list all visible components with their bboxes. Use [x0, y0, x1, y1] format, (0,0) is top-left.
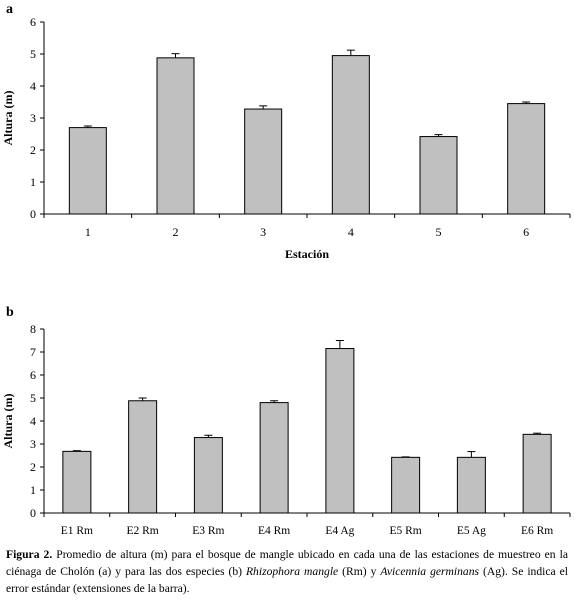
y-tick-label: 1: [30, 483, 36, 497]
y-tick-label: 5: [30, 391, 36, 405]
bar-e3-rm: [194, 438, 222, 513]
y-tick-label: 4: [30, 414, 36, 428]
y-axis-title: Altura (m): [1, 394, 15, 449]
figure-charts: a 0 1 2 3 4 5 6 Altura (m) 1 2 3 4 5 6 Estación b 0 1 2 3 4 5 6…: [0, 0, 574, 540]
bar-3: [245, 109, 282, 214]
y-tick-label: 7: [30, 345, 36, 359]
x-tick-label: 6: [523, 225, 529, 239]
y-tick-label: 6: [30, 15, 36, 29]
chart-panel-b: b 0 1 2 3 4 5 6 7 8 Altura (m) E1 Rm E2 Rm E3 Rm E4 Rm…: [1, 305, 570, 537]
y-tick-label: 8: [30, 322, 36, 336]
bar-e6-rm: [523, 434, 551, 513]
y-tick-label: 1: [30, 175, 36, 189]
bar-2: [157, 58, 194, 214]
panel-label: a: [6, 2, 13, 17]
bar-6: [508, 104, 545, 214]
chart-panel-a: a 0 1 2 3 4 5 6 Altura (m) 1 2 3 4 5 6 Estación: [1, 2, 570, 261]
y-tick-label: 3: [30, 111, 36, 125]
x-tick-label: E5 Rm: [389, 525, 421, 537]
caption-text-2: (Rm) y: [338, 565, 380, 578]
bar-e4-ag: [326, 349, 354, 513]
y-axis-title: Altura (m): [1, 91, 15, 146]
x-tick-label: E4 Rm: [258, 525, 290, 537]
y-tick-label: 2: [30, 460, 36, 474]
caption-label: Figura 2.: [6, 548, 52, 561]
y-tick-label: 5: [30, 47, 36, 61]
bar-e1-rm: [63, 451, 91, 513]
x-tick-label: 2: [173, 225, 179, 239]
y-tick-label: 3: [30, 437, 36, 451]
x-tick-label: E5 Ag: [457, 525, 486, 537]
x-tick-label: 3: [260, 225, 266, 239]
y-tick-label: 0: [30, 207, 36, 221]
panel-label: b: [6, 305, 14, 320]
caption-species-2: Avicennia germinans: [380, 565, 479, 578]
bar-5: [420, 137, 457, 214]
figure-caption: Figura 2. Promedio de altura (m) para el…: [6, 546, 568, 597]
x-tick-label: 1: [85, 225, 91, 239]
bar-e2-rm: [129, 401, 157, 513]
y-tick-label: 6: [30, 368, 36, 382]
x-tick-label: 5: [436, 225, 442, 239]
x-tick-label: E3 Rm: [192, 525, 224, 537]
bar-e5-rm: [392, 457, 420, 513]
x-tick-label: E2 Rm: [126, 525, 158, 537]
x-tick-label: E1 Rm: [61, 525, 93, 537]
y-tick-label: 0: [30, 506, 36, 520]
caption-species-1: Rhizophora mangle: [246, 565, 338, 578]
x-tick-label: E6 Rm: [521, 525, 553, 537]
y-tick-label: 4: [30, 79, 36, 93]
bar-1: [69, 128, 106, 214]
x-tick-label: E4 Ag: [325, 525, 354, 537]
bar-4: [332, 56, 369, 214]
bar-e5-ag: [457, 457, 485, 513]
x-tick-label: 4: [348, 225, 354, 239]
x-axis-title: Estación: [285, 247, 329, 261]
y-tick-label: 2: [30, 143, 36, 157]
bar-e4-rm: [260, 403, 288, 513]
